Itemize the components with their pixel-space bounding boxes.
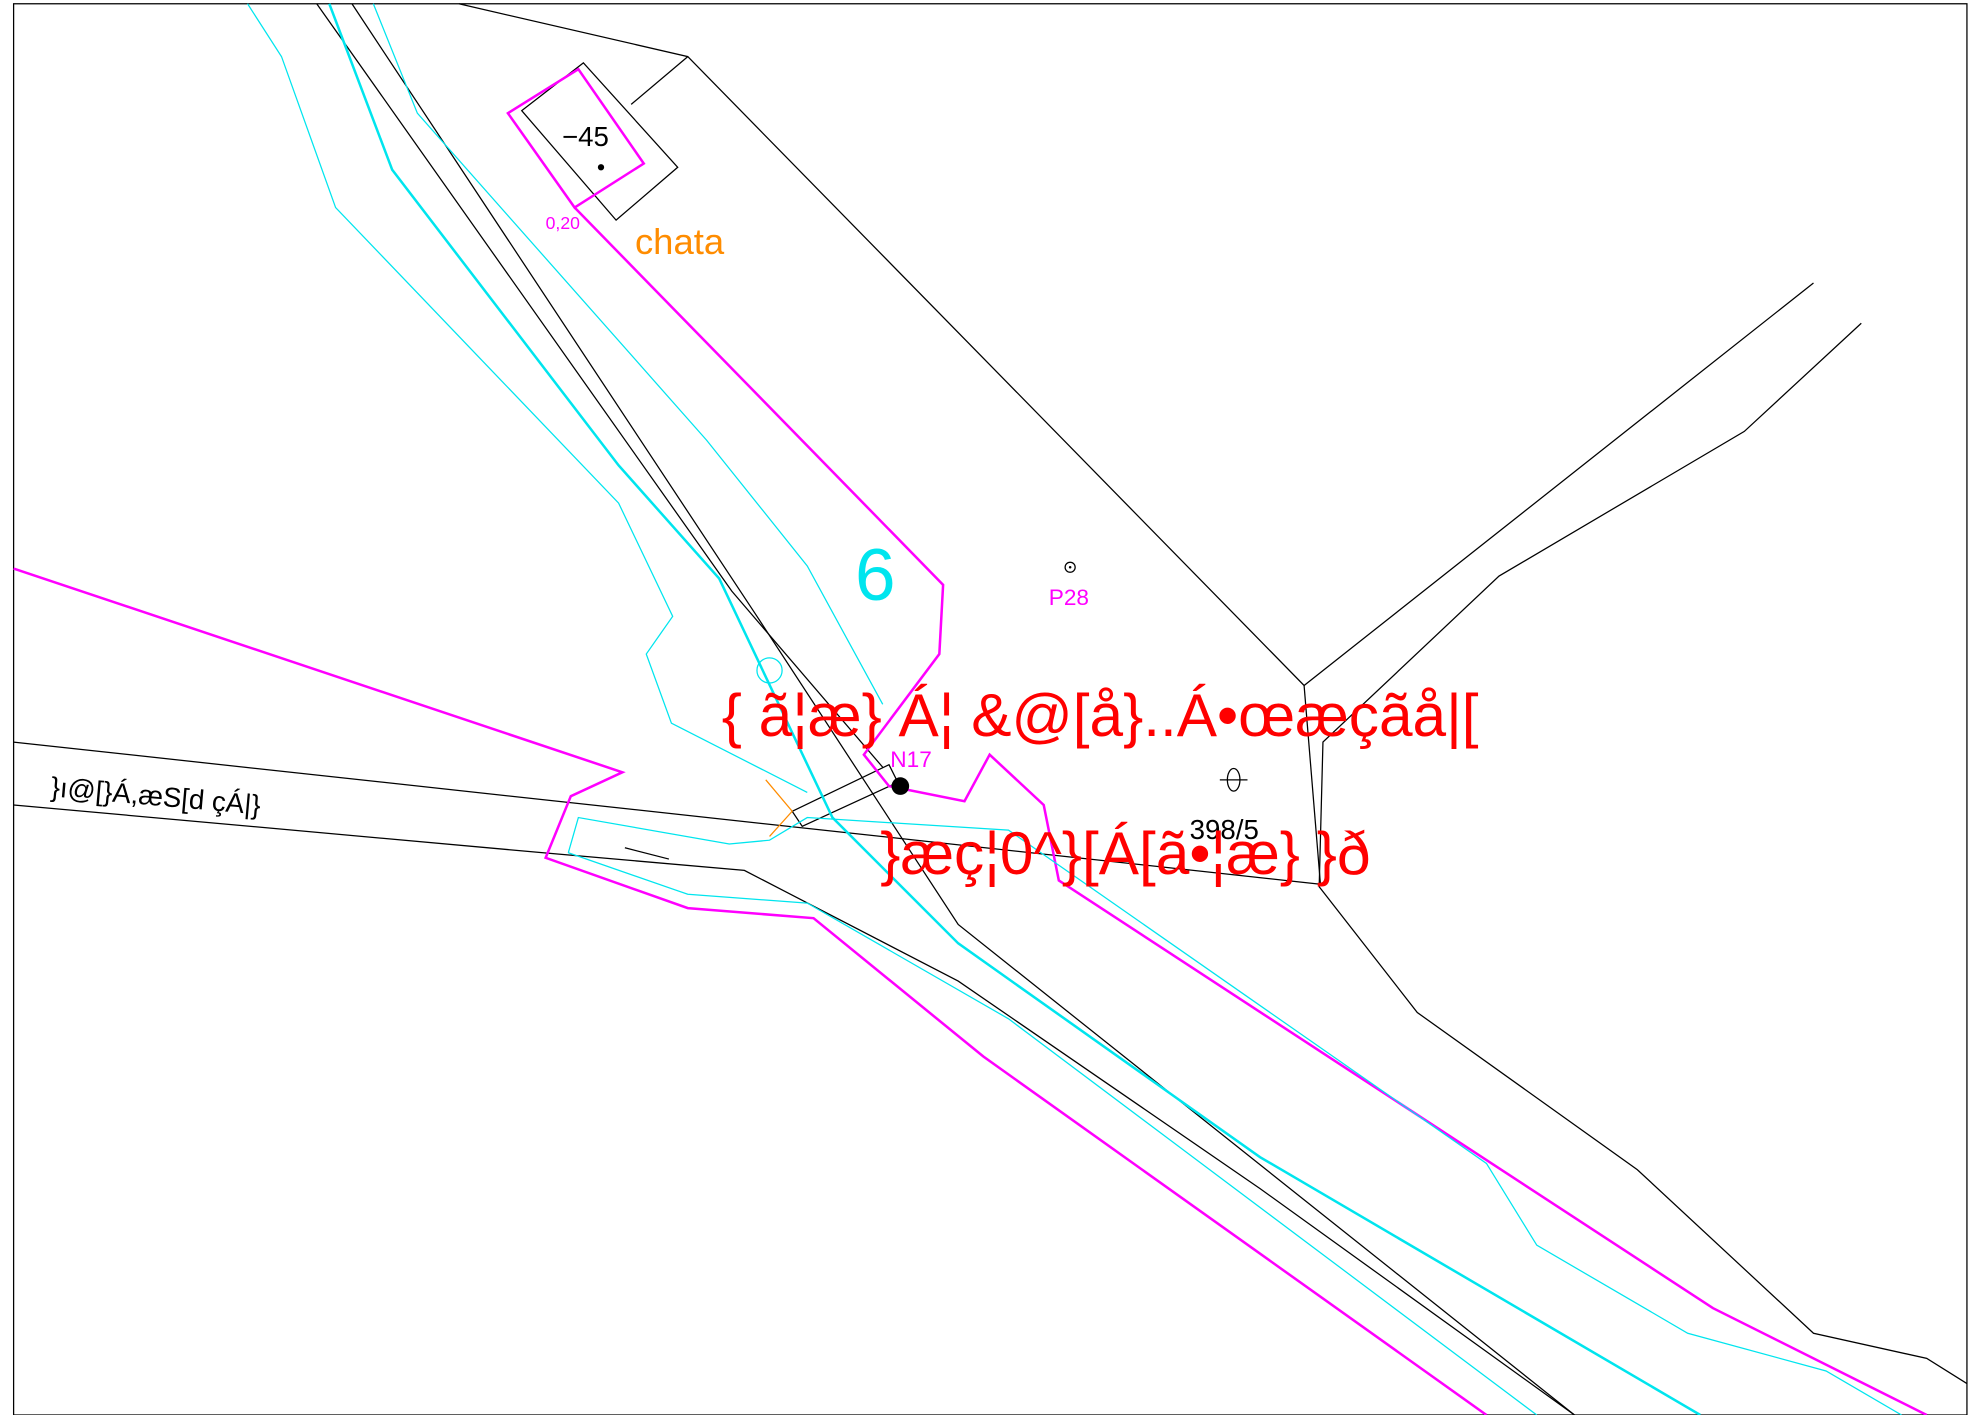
building-label: chata — [635, 221, 725, 262]
height-label: −45 — [562, 121, 609, 152]
point-label: N17 — [890, 747, 932, 772]
red-label: }æç¦0^}[Á[ã•¦æ} }ð — [880, 819, 1370, 887]
map: −45 0,20 chata 6 P28 N17 398/5 { ã¦æ} Á¦… — [0, 0, 1973, 1415]
red-label: { ã¦æ} Á¦ &@[å}..Á•œæçãå|[ — [722, 681, 1479, 749]
point-n17 — [892, 777, 910, 795]
parcel-number: 6 — [855, 535, 896, 616]
width-label: 0,20 — [546, 213, 580, 233]
point-p28-center — [1069, 566, 1072, 569]
point-label: P28 — [1049, 585, 1089, 610]
point — [598, 164, 604, 170]
